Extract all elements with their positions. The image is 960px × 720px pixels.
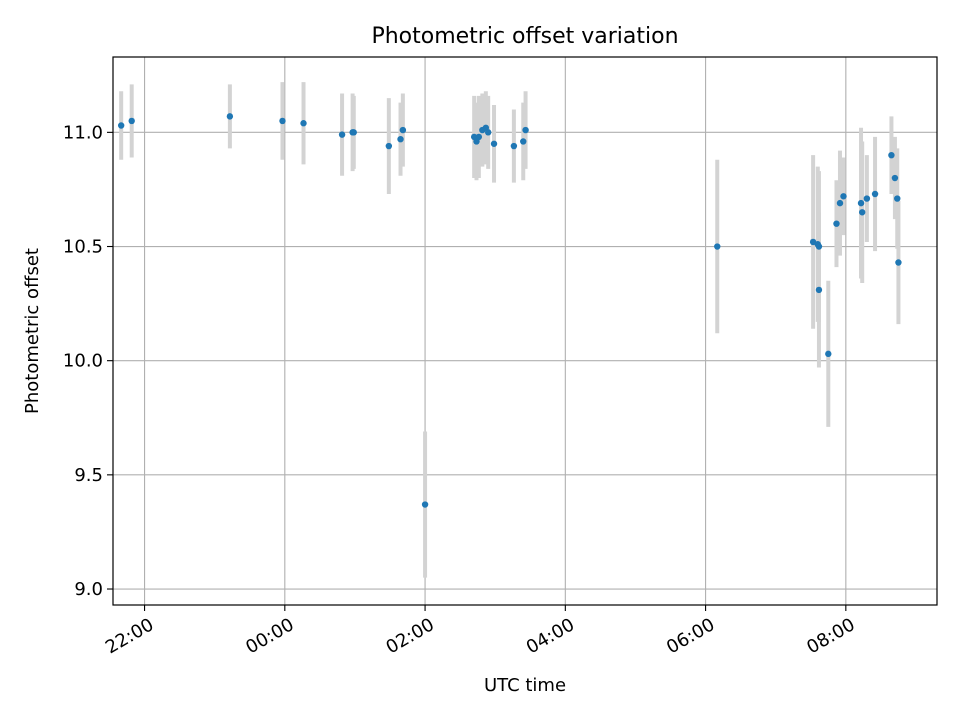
data-point <box>858 209 866 216</box>
data-point <box>825 350 832 358</box>
data-point <box>338 131 346 138</box>
y-tick-label: 9.5 <box>74 465 103 486</box>
data-point <box>520 138 527 145</box>
data-point <box>891 174 899 182</box>
data-point <box>226 113 234 120</box>
data-point <box>399 126 407 134</box>
data-point <box>279 117 286 125</box>
data-point <box>385 142 393 150</box>
data-point <box>863 195 871 202</box>
y-tick-label: 9.0 <box>74 579 103 600</box>
data-point <box>895 259 902 266</box>
data-point <box>714 243 721 250</box>
data-point <box>888 151 895 159</box>
data-point <box>815 286 823 294</box>
data-point <box>840 193 847 200</box>
data-point <box>490 140 498 147</box>
chart-title: Photometric offset variation <box>371 24 678 49</box>
y-tick-label: 10.0 <box>63 351 103 372</box>
y-tick-label: 10.5 <box>63 237 103 258</box>
data-point <box>128 117 135 125</box>
data-point <box>522 126 529 134</box>
data-point <box>894 195 901 202</box>
data-point <box>510 142 518 150</box>
data-point <box>117 122 125 129</box>
data-point <box>484 129 492 136</box>
data-point <box>300 120 307 127</box>
data-point <box>815 243 823 250</box>
data-point <box>421 501 429 508</box>
data-point <box>871 190 879 198</box>
data-point <box>833 220 840 227</box>
data-points <box>117 113 902 508</box>
x-axis-label: UTC time <box>484 675 566 696</box>
plot-area-frame <box>112 56 938 606</box>
data-point <box>350 129 357 136</box>
y-tick-label: 11.0 <box>63 122 103 143</box>
data-point <box>857 199 865 207</box>
y-axis-ticks: 9.0 9.5 10.0 10.5 11.0 <box>63 122 113 600</box>
data-point <box>836 199 844 207</box>
y-axis-label: Photometric offset <box>22 248 43 414</box>
data-point <box>475 133 483 141</box>
data-point <box>397 136 404 143</box>
